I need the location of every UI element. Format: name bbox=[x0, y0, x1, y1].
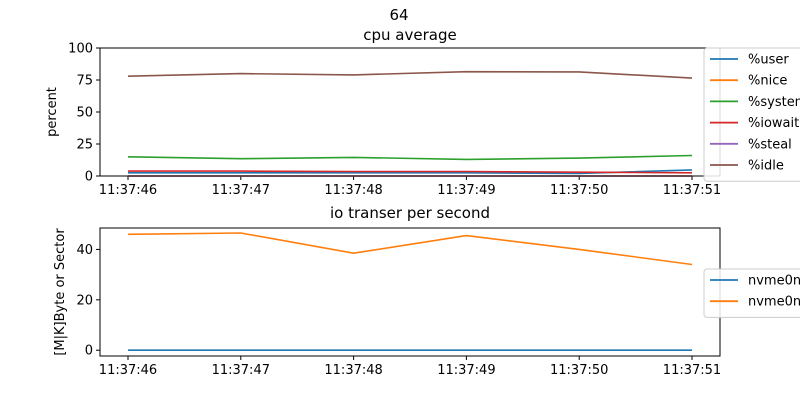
legend-label: %user bbox=[748, 53, 789, 68]
x-tick-label: 11:37:49 bbox=[437, 183, 495, 198]
legend-label: nvme0n bbox=[748, 274, 800, 289]
legend-label: %idle bbox=[748, 159, 784, 174]
series-line bbox=[127, 232, 693, 266]
y-axis-label: percent bbox=[45, 87, 60, 137]
y-axis-label: [M|K]Byte or Sector bbox=[53, 228, 68, 356]
plot-frame bbox=[99, 227, 721, 357]
io-transfer-chart: io transer per second [M|K]Byte or Sector… bbox=[53, 204, 800, 378]
legend-box bbox=[703, 47, 800, 182]
y-tick-label: 0 bbox=[85, 170, 93, 185]
chart-title: io transer per second bbox=[330, 204, 490, 222]
y-tick-label: 25 bbox=[76, 138, 93, 153]
y-tick-label: 100 bbox=[68, 42, 93, 57]
x-tick-label: 11:37:50 bbox=[550, 363, 608, 378]
x-tick-label: 11:37:51 bbox=[663, 363, 721, 378]
x-tick-label: 11:37:47 bbox=[212, 183, 270, 198]
x-tick-label: 11:37:46 bbox=[99, 183, 157, 198]
y-tick-label: 20 bbox=[76, 293, 93, 308]
x-tick-label: 11:37:51 bbox=[663, 183, 721, 198]
y-tick-label: 50 bbox=[76, 106, 93, 121]
legend-label: %steal bbox=[748, 137, 792, 152]
x-tick-label: 11:37:49 bbox=[437, 363, 495, 378]
legend-label: %system bbox=[748, 95, 800, 110]
series-line bbox=[127, 70, 693, 79]
x-tick-label: 11:37:48 bbox=[324, 183, 382, 198]
legend-label: %iowait bbox=[748, 116, 799, 131]
series-line bbox=[127, 154, 693, 161]
y-tick-label: 40 bbox=[76, 243, 93, 258]
legend-label: %nice bbox=[748, 74, 787, 89]
y-tick-label: 75 bbox=[76, 74, 93, 89]
x-tick-label: 11:37:50 bbox=[550, 183, 608, 198]
legend-box bbox=[703, 268, 800, 318]
figure-title: 64 bbox=[389, 6, 408, 24]
chart-title: cpu average bbox=[363, 26, 456, 44]
x-tick-label: 11:37:46 bbox=[99, 363, 157, 378]
series-line bbox=[128, 170, 693, 174]
x-tick-label: 11:37:48 bbox=[324, 363, 382, 378]
y-tick-label: 0 bbox=[85, 344, 93, 359]
cpu-average-chart: cpu average percent 0 25 50 75 100 11:37:46 11:3… bbox=[45, 26, 800, 198]
legend-label: nvme0n bbox=[748, 295, 800, 310]
x-tick-label: 11:37:47 bbox=[212, 363, 270, 378]
